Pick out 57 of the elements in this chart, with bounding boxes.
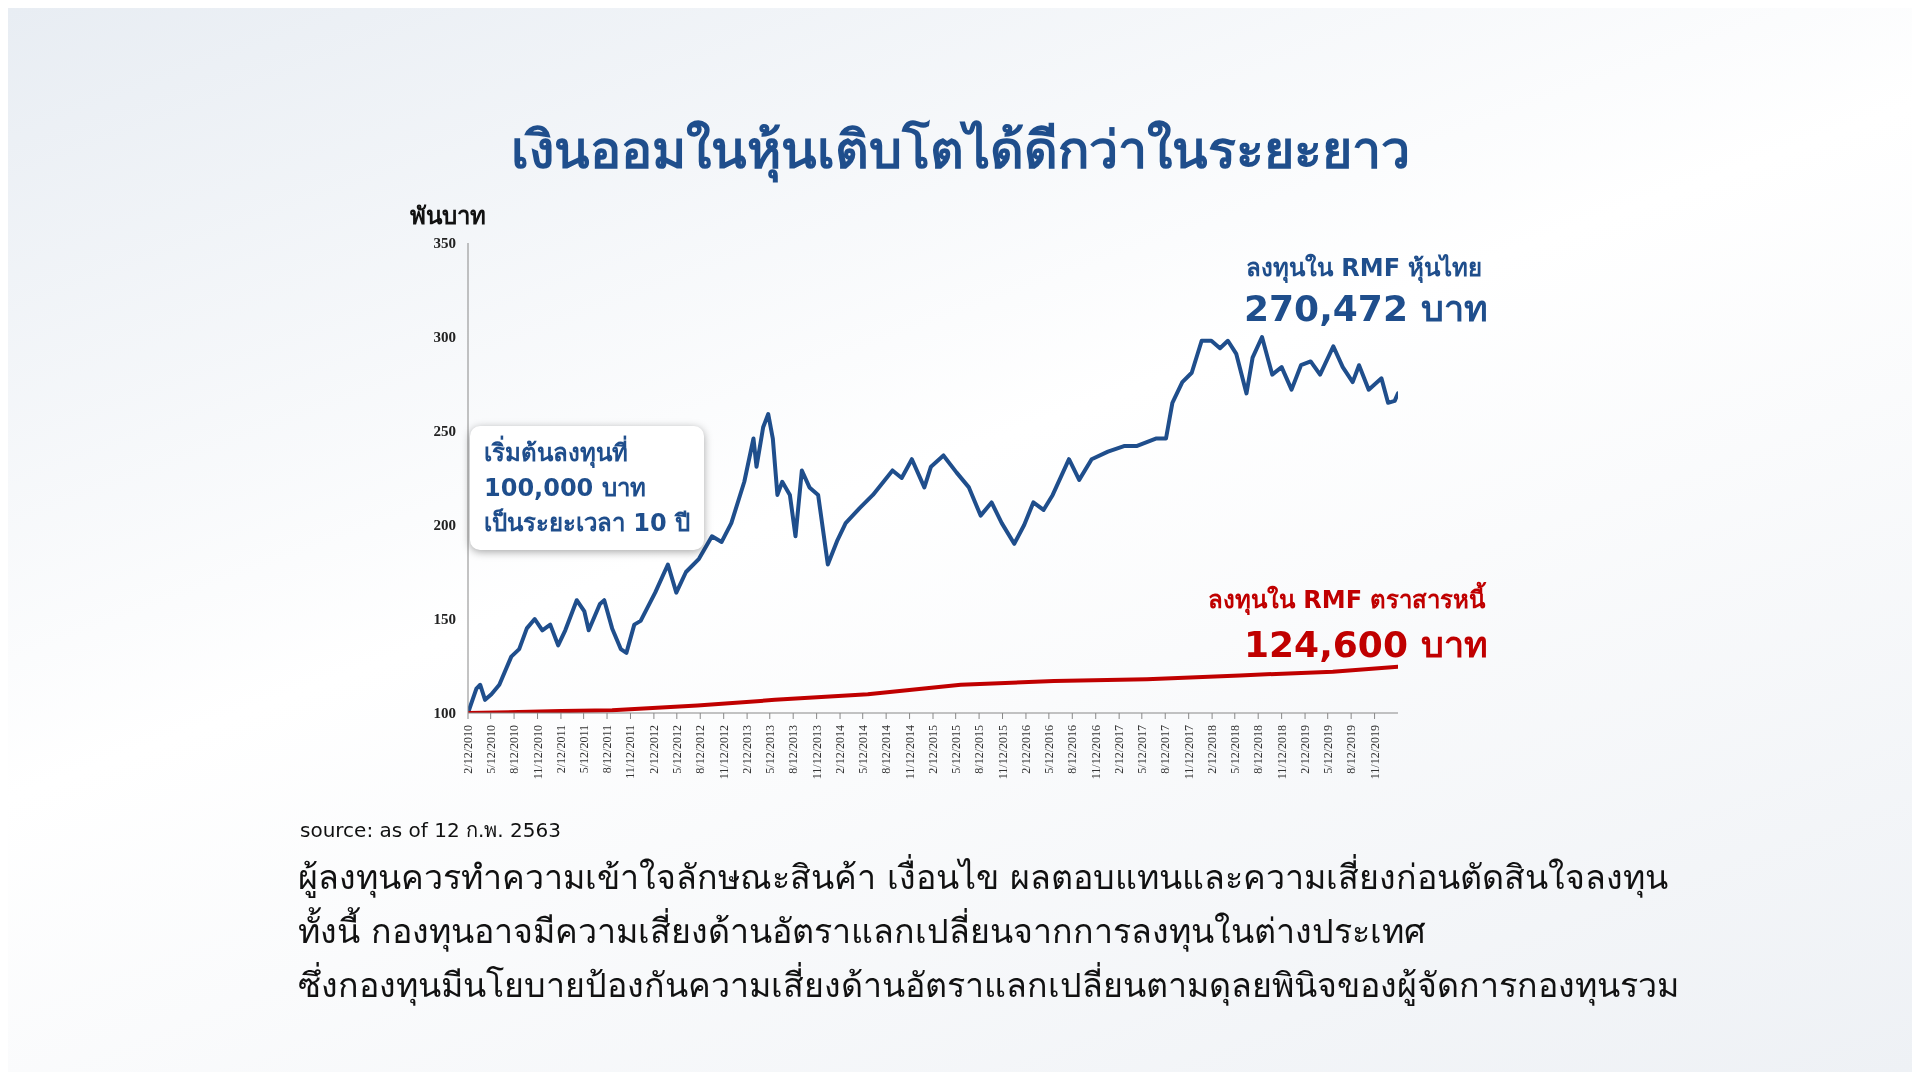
annotation: เริ่มต้นลงทุนที่ 100,000 บาท เป็นระยะเวลา 10 ปี [470, 426, 705, 551]
y-axis-title: พันบาท [410, 201, 486, 232]
x-tick-label: 2/12/2012 [646, 725, 661, 774]
x-tick-label: 8/12/2017 [1158, 725, 1173, 774]
source-note: source: as of 12 ก.พ. 2563 [300, 817, 561, 844]
x-tick-label: 8/12/2013 [786, 725, 801, 774]
x-tick-label: 2/12/2019 [1298, 725, 1313, 774]
x-tick-label: 8/12/2016 [1065, 725, 1080, 774]
annotation: 270,472 บาท [1244, 288, 1488, 329]
x-tick-label: 11/12/2019 [1367, 725, 1382, 780]
x-tick-label: 8/12/2010 [507, 725, 522, 774]
x-tick-label: 11/12/2014 [902, 725, 917, 780]
x-tick-label: 2/12/2014 [833, 725, 848, 774]
x-tick-label: 2/12/2015 [926, 725, 940, 774]
x-tick-label: 8/12/2015 [972, 725, 987, 774]
x-tick-label: 8/12/2018 [1251, 725, 1266, 774]
x-tick-label: 5/12/2015 [948, 725, 963, 774]
x-tick-label: 8/12/2012 [693, 725, 708, 774]
x-tick-label: 11/12/2015 [995, 725, 1010, 780]
x-tick-label: 11/12/2011 [623, 725, 638, 779]
x-tick-label: 8/12/2014 [879, 725, 894, 774]
x-tick-label: 11/12/2018 [1274, 725, 1289, 780]
annotation: 124,600 บาท [1244, 623, 1488, 667]
text: ผู้ลงทุนควรทำความเข้าใจลักษณะสินค้า เงื่อนไข ผลตอบแทนและความเสี่ยงก่อนตัดสินใจลงทุน [298, 853, 1668, 900]
y-tick-label: 350 [433, 235, 456, 251]
y-tick-label: 250 [433, 423, 456, 439]
text: ลงทุนใน RMF ตราสารหนี้ [1208, 580, 1486, 617]
text: ลงทุนใน RMF หุ้นไทย [1246, 252, 1483, 285]
y-tick-label: 200 [433, 517, 456, 533]
x-tick-label: 5/12/2019 [1320, 725, 1335, 774]
x-tick-label: 11/12/2010 [530, 725, 545, 780]
x-tick-label: 11/12/2016 [1088, 725, 1103, 780]
chart-title: เงินออมในหุ้นเติบโตได้ดีกว่าในระยะยาว [509, 119, 1411, 185]
x-tick-label: 2/12/2011 [553, 725, 568, 774]
x-tick-label: 5/12/2011 [576, 725, 591, 774]
y-tick-label: 300 [433, 329, 456, 345]
x-tick-label: 8/12/2019 [1344, 725, 1359, 774]
x-tick-label: 8/12/2011 [600, 725, 615, 774]
x-tick-label: 2/12/2018 [1205, 725, 1220, 774]
x-tick-label: 5/12/2012 [669, 725, 684, 774]
x-tick-label: 11/12/2017 [1181, 725, 1196, 780]
y-tick-label: 150 [433, 611, 456, 627]
x-tick-label: 11/12/2012 [716, 725, 731, 780]
x-tick-label: 5/12/2013 [762, 725, 777, 774]
x-tick-label: 2/12/2013 [740, 725, 755, 774]
x-tick-label: 2/12/2017 [1112, 725, 1127, 774]
x-tick-label: 2/12/2010 [461, 725, 475, 774]
text: ทั้งนี้ กองทุนอาจมีความเสี่ยงด้านอัตราแลกเปลี่ยนจากการลงทุนในต่างประเทศ [298, 906, 1426, 954]
y-tick-label: 100 [433, 705, 456, 721]
x-tick-label: 2/12/2016 [1018, 725, 1033, 774]
x-tick-label: 5/12/2018 [1227, 725, 1242, 774]
x-tick-label: 5/12/2010 [483, 725, 498, 774]
x-tick-label: 5/12/2017 [1134, 725, 1149, 774]
x-tick-label: 5/12/2016 [1041, 725, 1056, 774]
text: ซึ่งกองทุนมีนโยบายป้องกันความเสี่ยงด้านอัตราแลกเปลี่ยนตามดุลยพินิจของผู้จัดการกองทุนรวม [298, 961, 1679, 1008]
x-tick-label: 11/12/2013 [809, 725, 824, 780]
x-tick-label: 5/12/2014 [855, 725, 870, 774]
